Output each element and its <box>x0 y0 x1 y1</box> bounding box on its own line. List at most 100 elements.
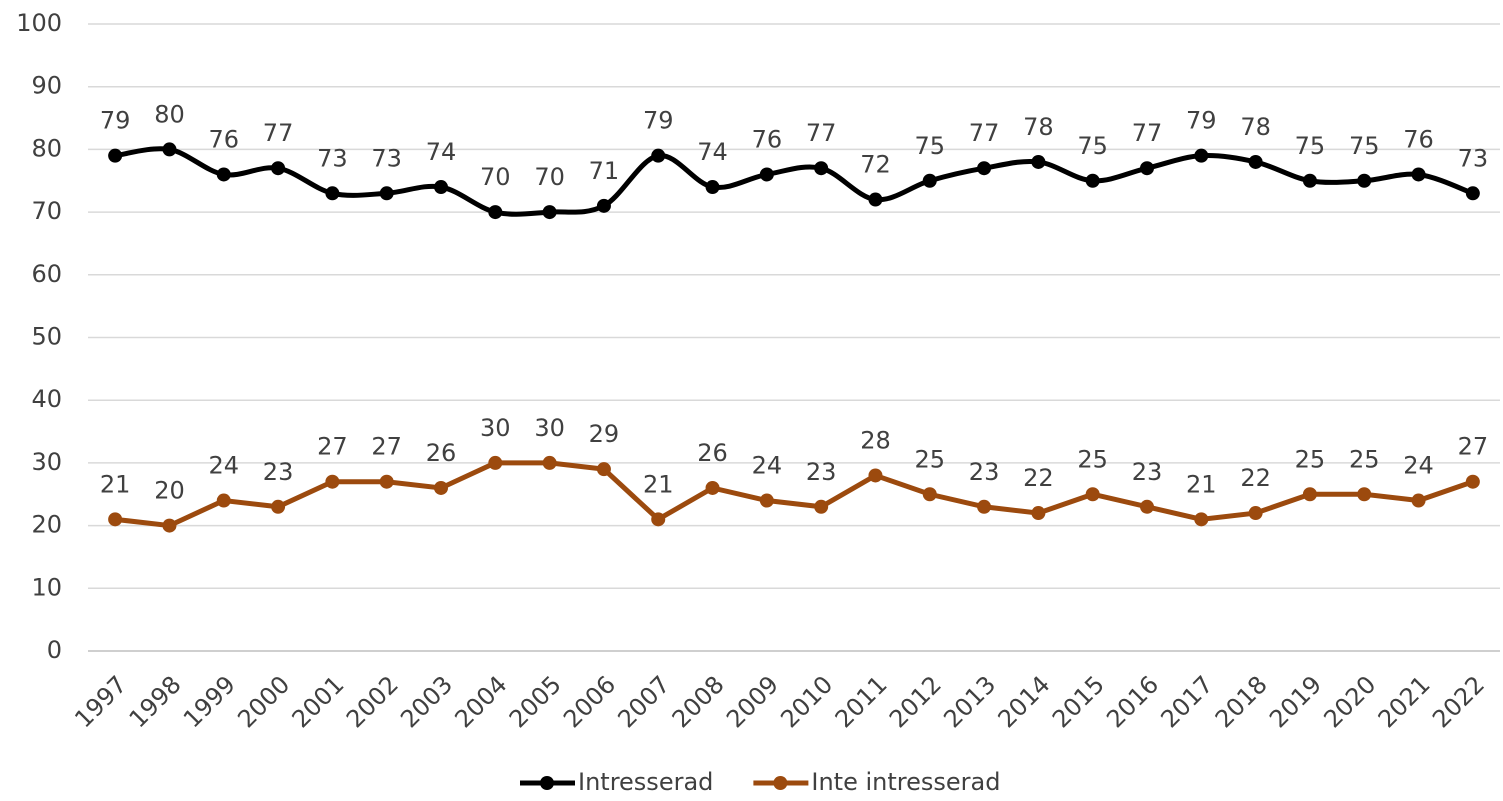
data-point <box>651 148 666 163</box>
data-point <box>1194 148 1209 163</box>
data-label: 78 <box>1023 113 1054 141</box>
data-point <box>542 205 557 220</box>
legend-marker <box>773 776 788 790</box>
y-tick-label: 70 <box>31 197 62 225</box>
data-label: 77 <box>263 119 294 147</box>
x-tick-label: 2018 <box>1210 670 1273 733</box>
data-point <box>651 512 666 527</box>
data-label: 79 <box>1186 107 1217 135</box>
data-point <box>1411 167 1426 182</box>
data-point <box>162 142 177 157</box>
data-label: 23 <box>263 458 294 486</box>
y-tick-label: 40 <box>31 385 62 413</box>
x-tick-label: 2019 <box>1264 670 1327 733</box>
series-line <box>114 460 1474 529</box>
data-label: 21 <box>100 470 131 498</box>
x-tick-label: 2003 <box>395 670 458 733</box>
data-point <box>434 180 448 195</box>
data-point <box>542 455 557 470</box>
x-tick-label: 2020 <box>1318 670 1381 733</box>
data-point <box>379 186 394 201</box>
data-point <box>1302 173 1317 188</box>
data-point <box>1357 487 1372 502</box>
data-point <box>271 499 286 514</box>
data-point <box>1031 154 1046 169</box>
x-tick-label: 2015 <box>1047 670 1110 733</box>
data-label: 75 <box>1349 132 1380 160</box>
data-point <box>325 186 340 201</box>
x-tick-label: 2001 <box>287 670 350 733</box>
data-label: 24 <box>752 452 783 480</box>
data-label: 73 <box>1458 144 1489 172</box>
data-label: 79 <box>100 107 131 135</box>
data-label: 30 <box>480 414 511 442</box>
data-label: 30 <box>534 414 565 442</box>
data-point <box>1302 487 1317 502</box>
data-point <box>1031 506 1046 521</box>
data-label: 75 <box>1077 132 1108 160</box>
x-tick-label: 1999 <box>178 670 241 733</box>
data-point <box>705 180 720 195</box>
data-label: 73 <box>317 144 348 172</box>
data-label: 23 <box>969 458 1000 486</box>
data-point <box>1085 173 1100 188</box>
data-label: 75 <box>1295 132 1326 160</box>
data-label: 77 <box>969 119 1000 147</box>
data-point <box>977 161 992 176</box>
x-tick-label: 2004 <box>450 670 513 733</box>
data-label: 24 <box>1403 452 1434 480</box>
data-label: 74 <box>697 138 728 166</box>
data-label: 27 <box>1458 433 1489 461</box>
data-point <box>705 480 720 495</box>
data-point <box>759 167 774 182</box>
data-point <box>814 499 829 514</box>
y-tick-label: 60 <box>31 260 62 288</box>
y-tick-label: 10 <box>31 573 62 601</box>
x-tick-label: 2000 <box>232 670 295 733</box>
data-label: 25 <box>1295 445 1326 473</box>
data-point <box>759 493 774 508</box>
data-label: 76 <box>1403 125 1434 153</box>
y-tick-label: 30 <box>31 448 62 476</box>
data-label: 75 <box>914 132 945 160</box>
data-label: 70 <box>534 163 565 191</box>
data-point <box>488 205 503 220</box>
data-label: 27 <box>371 433 402 461</box>
data-label: 20 <box>154 477 185 505</box>
data-label: 26 <box>697 439 728 467</box>
data-point <box>596 462 611 477</box>
data-label: 22 <box>1023 464 1054 492</box>
data-point <box>216 493 231 508</box>
data-point <box>1248 506 1263 521</box>
x-tick-label: 2007 <box>612 670 675 733</box>
data-point <box>1194 512 1209 527</box>
x-tick-label: 2011 <box>830 670 893 733</box>
data-point <box>1140 499 1154 514</box>
data-label: 77 <box>1132 119 1163 147</box>
data-point <box>596 198 611 213</box>
data-point <box>1357 173 1372 188</box>
data-point <box>379 474 394 489</box>
data-label: 76 <box>208 125 239 153</box>
legend-marker <box>540 776 554 790</box>
x-tick-label: 2021 <box>1373 670 1436 733</box>
y-tick-label: 20 <box>31 511 62 539</box>
x-tick-label: 2002 <box>341 670 404 733</box>
data-label: 22 <box>1240 464 1271 492</box>
y-tick-label: 80 <box>31 134 62 162</box>
x-tick-label: 1998 <box>124 670 187 733</box>
data-point <box>1140 161 1154 176</box>
data-label: 25 <box>1077 445 1108 473</box>
data-point <box>1465 474 1480 489</box>
data-point <box>108 512 123 527</box>
x-tick-label: 2014 <box>993 670 1056 733</box>
legend-label: Intresserad <box>578 768 713 796</box>
data-label: 21 <box>643 470 674 498</box>
data-label: 25 <box>1349 445 1380 473</box>
data-label: 79 <box>643 107 674 135</box>
data-label: 77 <box>806 119 837 147</box>
series-line <box>114 146 1474 217</box>
y-tick-label: 50 <box>31 323 62 351</box>
data-point <box>977 499 992 514</box>
